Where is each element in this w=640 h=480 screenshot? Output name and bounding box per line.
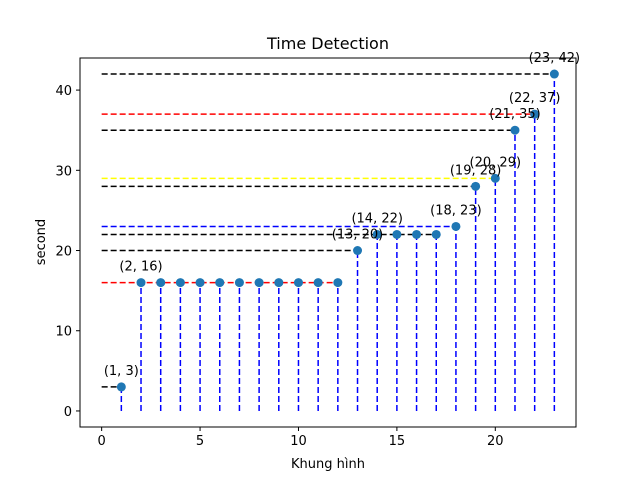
point-annotation: (21, 35) [489,107,541,122]
data-point [234,278,244,288]
data-point [215,278,225,288]
data-point [530,109,540,119]
point-annotation: (23, 42) [529,51,581,66]
x-axis-title: Khung hình [291,457,365,472]
data-point [195,278,205,288]
point-annotation: (18, 23) [430,203,482,218]
data-point [510,125,520,135]
x-tick-label: 15 [389,434,406,449]
data-point [333,278,343,288]
data-point [471,181,481,191]
point-annotation: (19, 28) [450,163,502,178]
y-tick-label: 30 [55,164,72,179]
y-tick-label: 0 [64,405,72,420]
data-point [431,229,441,239]
data-point [293,278,303,288]
data-point [353,246,363,256]
data-point [412,229,422,239]
data-point [116,382,126,392]
x-tick-label: 10 [290,434,307,449]
data-point [549,69,559,79]
point-annotation: (20, 29) [470,155,522,170]
data-point [392,229,402,239]
data-point [451,221,461,231]
point-annotation: (1, 3) [104,364,139,379]
data-point [254,278,264,288]
y-tick-label: 10 [55,325,72,340]
data-point [372,229,382,239]
plot-area: 0 5 10 15 20 0 10 20 30 40 (1, 3) (2, 16) (13, 20) (1… [55,51,580,449]
x-tick-label: 20 [487,434,504,449]
x-tick-label: 0 [98,434,106,449]
plot-frame [79,57,577,428]
x-tick-label: 5 [196,434,204,449]
data-point [175,278,185,288]
y-tick-label: 40 [55,84,72,99]
data-point [313,278,323,288]
point-annotation: (22, 37) [509,91,561,106]
data-point [274,278,284,288]
point-annotation: (14, 22) [351,211,403,226]
data-point [136,278,146,288]
point-annotation: (2, 16) [119,260,162,275]
y-tick-label: 20 [55,245,72,260]
data-point [490,173,500,183]
y-axis-title: second [34,219,49,265]
point-annotation: (13, 20) [332,228,384,243]
data-point [156,278,166,288]
chart-title: Time Detection [266,34,389,53]
